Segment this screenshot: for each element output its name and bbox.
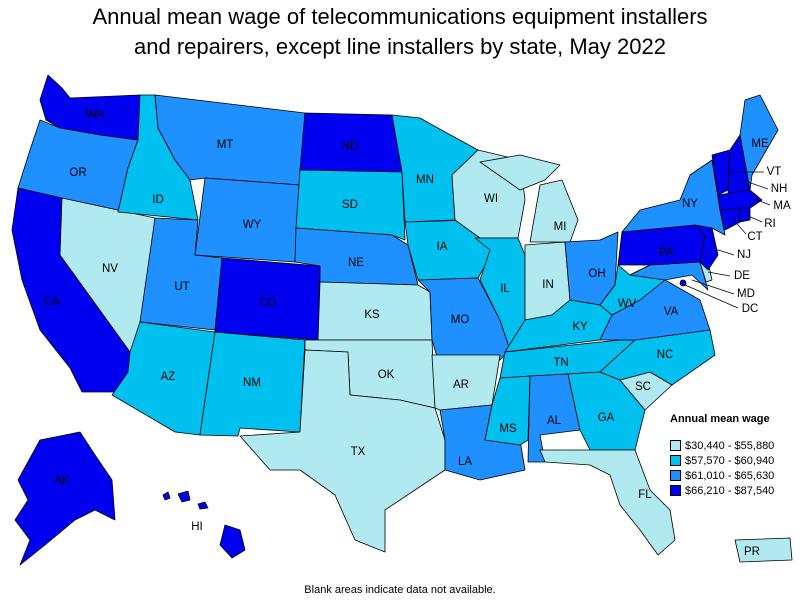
label-OH: OH [588,268,605,280]
label-MD: MD [737,288,755,300]
label-NV: NV [102,263,118,275]
leader-CT [731,217,747,235]
label-NE: NE [348,257,364,269]
label-AZ: AZ [161,371,176,383]
state-PR[interactable] [734,537,793,563]
legend-label: $61,010 - $65,630 [685,469,775,482]
label-DC: DC [742,303,759,315]
legend-swatch [670,485,681,496]
label-CO: CO [259,297,276,309]
footnote: Blank areas indicate data not available. [304,584,496,596]
label-PA: PA [659,247,674,259]
state-MI[interactable] [479,154,579,243]
label-VA: VA [664,306,679,318]
label-MN: MN [416,174,434,186]
label-VT: VT [767,166,782,178]
label-HI: HI [191,521,203,533]
label-DE: DE [734,270,750,282]
leader-NH [741,179,769,190]
leader-DE [707,271,731,277]
label-CA: CA [44,296,60,308]
label-PR: PR [744,546,760,558]
label-ME: ME [751,138,769,150]
label-MT: MT [217,139,234,151]
label-TX: TX [351,446,366,458]
label-WY: WY [243,219,262,231]
label-IN: IN [542,279,554,291]
label-TN: TN [553,357,568,369]
leader-MD [691,279,735,295]
leader-MA [751,197,771,206]
legend-item: $57,570 - $60,940 [670,454,798,467]
state-DC[interactable] [679,279,687,287]
legend-label: $57,570 - $60,940 [685,454,775,467]
label-NH: NH [771,183,788,195]
state-TX[interactable] [239,349,446,553]
map-title: Annual mean wage of telecommunications e… [92,4,708,59]
label-AK: AK [54,475,70,487]
legend-swatch [670,440,681,451]
label-SC: SC [635,381,651,393]
label-WA: WA [86,109,104,121]
state-HI[interactable] [162,490,246,559]
state-FL[interactable] [539,449,676,556]
label-AR: AR [453,379,469,391]
label-MS: MS [499,423,517,435]
label-WI: WI [484,193,498,205]
label-ND: ND [342,141,359,153]
legend: Annual mean wage $30,440 - $55,880 $57,5… [670,413,798,499]
state-NY[interactable] [621,159,726,236]
label-FL: FL [638,489,652,501]
legend-swatch [670,455,681,466]
label-SD: SD [342,199,358,211]
label-NM: NM [243,377,261,389]
state-AK[interactable] [14,431,116,566]
legend-label: $30,440 - $55,880 [685,439,775,452]
state-RI[interactable] [739,207,751,223]
legend-title: Annual mean wage [670,413,770,425]
legend-swatch [670,470,681,481]
legend-item: $66,210 - $87,540 [670,484,798,497]
state-MO[interactable] [417,277,511,361]
label-KS: KS [364,309,380,321]
legend-item: $30,440 - $55,880 [670,439,798,452]
state-SD[interactable] [295,169,406,241]
label-IA: IA [437,241,448,253]
label-WV: WV [618,298,637,310]
label-RI: RI [764,218,776,230]
label-AL: AL [547,415,562,427]
label-ID: ID [152,194,164,206]
leader-DC [684,284,739,309]
legend-label: $66,210 - $87,540 [685,484,775,497]
label-IL: IL [500,283,510,295]
label-MO: MO [451,314,470,326]
label-OK: OK [378,369,395,381]
label-OR: OR [69,167,86,179]
label-GA: GA [598,412,615,424]
label-KY: KY [572,321,588,333]
label-MI: MI [554,221,567,233]
state-MA[interactable] [717,189,763,211]
label-UT: UT [174,281,189,293]
legend-item: $61,010 - $65,630 [670,469,798,482]
label-CT: CT [747,231,762,243]
label-NC: NC [657,349,674,361]
leader-RI [745,214,763,223]
leader-NJ [711,247,735,256]
label-LA: LA [458,456,472,468]
label-NY: NY [682,198,698,210]
label-NJ: NJ [737,249,751,261]
label-MA: MA [773,200,791,212]
